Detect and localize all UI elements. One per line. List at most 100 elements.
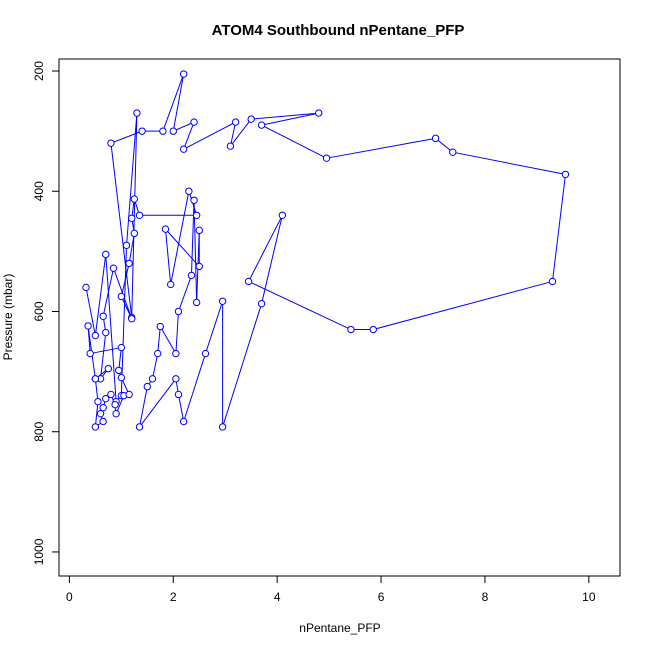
data-point bbox=[133, 109, 141, 117]
y-tick-label: 600 bbox=[32, 301, 46, 321]
data-point bbox=[102, 394, 110, 403]
data-point bbox=[174, 390, 183, 399]
data-point bbox=[169, 127, 177, 135]
series-segment bbox=[126, 113, 138, 246]
x-axis: 0 2 4 6 8 10 bbox=[66, 575, 596, 604]
data-point bbox=[99, 403, 107, 412]
series-segment bbox=[139, 378, 177, 428]
data-point bbox=[195, 226, 203, 235]
data-point bbox=[278, 211, 287, 220]
series-segment bbox=[170, 191, 190, 285]
x-tick-label: 6 bbox=[378, 590, 385, 604]
series-segment bbox=[229, 122, 237, 147]
series-segment bbox=[85, 287, 96, 336]
series-segment bbox=[205, 301, 224, 354]
data-point bbox=[172, 375, 180, 383]
series-segment bbox=[373, 280, 553, 331]
series-segment bbox=[230, 118, 252, 147]
series-segment bbox=[164, 229, 172, 285]
data-point bbox=[369, 325, 377, 334]
data-point bbox=[315, 109, 323, 117]
data-point bbox=[128, 214, 136, 223]
data-point bbox=[166, 280, 175, 289]
y-tick-label: 1000 bbox=[32, 538, 46, 565]
series-segment bbox=[159, 326, 177, 354]
data-point bbox=[143, 382, 152, 391]
series-segment bbox=[248, 280, 352, 330]
series-segment bbox=[183, 121, 236, 150]
series-segment bbox=[162, 73, 185, 132]
x-tick-label: 2 bbox=[170, 590, 177, 604]
data-point bbox=[135, 211, 144, 220]
series-segment bbox=[178, 275, 192, 312]
data-point bbox=[102, 328, 110, 337]
x-tick-label: 0 bbox=[66, 590, 73, 604]
data-point bbox=[112, 409, 120, 418]
series-segment bbox=[183, 353, 206, 422]
series-segment bbox=[261, 215, 283, 304]
data-point bbox=[231, 118, 240, 126]
series-segment bbox=[105, 254, 117, 402]
series-segment bbox=[551, 174, 566, 282]
series-segment bbox=[94, 378, 99, 402]
data-point bbox=[561, 170, 570, 179]
series-segment bbox=[261, 124, 327, 159]
series-segment bbox=[90, 347, 122, 355]
series-layer bbox=[82, 70, 570, 431]
data-point bbox=[130, 195, 139, 203]
data-point bbox=[109, 264, 118, 272]
y-tick-label: 400 bbox=[32, 181, 46, 201]
data-point bbox=[431, 134, 440, 143]
data-point bbox=[159, 127, 167, 135]
data-point bbox=[117, 292, 126, 301]
series-segment bbox=[118, 347, 122, 371]
data-point bbox=[201, 349, 210, 358]
data-point bbox=[104, 364, 113, 373]
series-segment bbox=[165, 228, 200, 267]
data-point bbox=[99, 312, 107, 320]
series-segment bbox=[128, 233, 135, 264]
data-point bbox=[117, 343, 126, 352]
series-segment bbox=[326, 137, 436, 159]
x-tick-label: 4 bbox=[274, 590, 281, 604]
data-point bbox=[102, 250, 110, 259]
series-segment bbox=[452, 151, 566, 175]
data-point bbox=[192, 298, 201, 307]
series-segment bbox=[157, 326, 161, 354]
series-segment bbox=[131, 113, 138, 318]
series-segment bbox=[110, 130, 143, 144]
series-segment bbox=[100, 332, 107, 379]
data-point bbox=[111, 400, 119, 409]
series-segment bbox=[94, 254, 107, 336]
y-axis-label: Pressure (mbar) bbox=[1, 274, 15, 361]
data-point bbox=[115, 366, 123, 375]
data-point bbox=[218, 423, 227, 431]
data-point bbox=[91, 423, 100, 431]
series-segment bbox=[222, 303, 263, 428]
data-point bbox=[192, 211, 201, 220]
data-point bbox=[347, 325, 355, 334]
data-point bbox=[91, 331, 100, 340]
data-point bbox=[130, 229, 139, 238]
series-segment bbox=[102, 268, 115, 317]
data-point bbox=[548, 277, 557, 286]
data-point bbox=[107, 139, 115, 147]
data-point bbox=[218, 297, 227, 305]
series-segment bbox=[139, 386, 148, 428]
data-point bbox=[148, 375, 157, 383]
data-point bbox=[449, 148, 457, 156]
data-point bbox=[161, 225, 170, 233]
series-segment bbox=[175, 311, 179, 354]
data-point bbox=[179, 145, 188, 153]
data-point bbox=[107, 390, 115, 399]
data-point bbox=[179, 70, 188, 78]
series-segment bbox=[251, 112, 319, 120]
series-segment bbox=[172, 73, 185, 132]
data-point bbox=[257, 299, 266, 308]
data-point bbox=[153, 349, 162, 358]
data-point bbox=[96, 409, 105, 418]
x-tick-label: 10 bbox=[582, 590, 596, 604]
series-segment bbox=[183, 121, 195, 150]
data-point bbox=[174, 307, 183, 316]
